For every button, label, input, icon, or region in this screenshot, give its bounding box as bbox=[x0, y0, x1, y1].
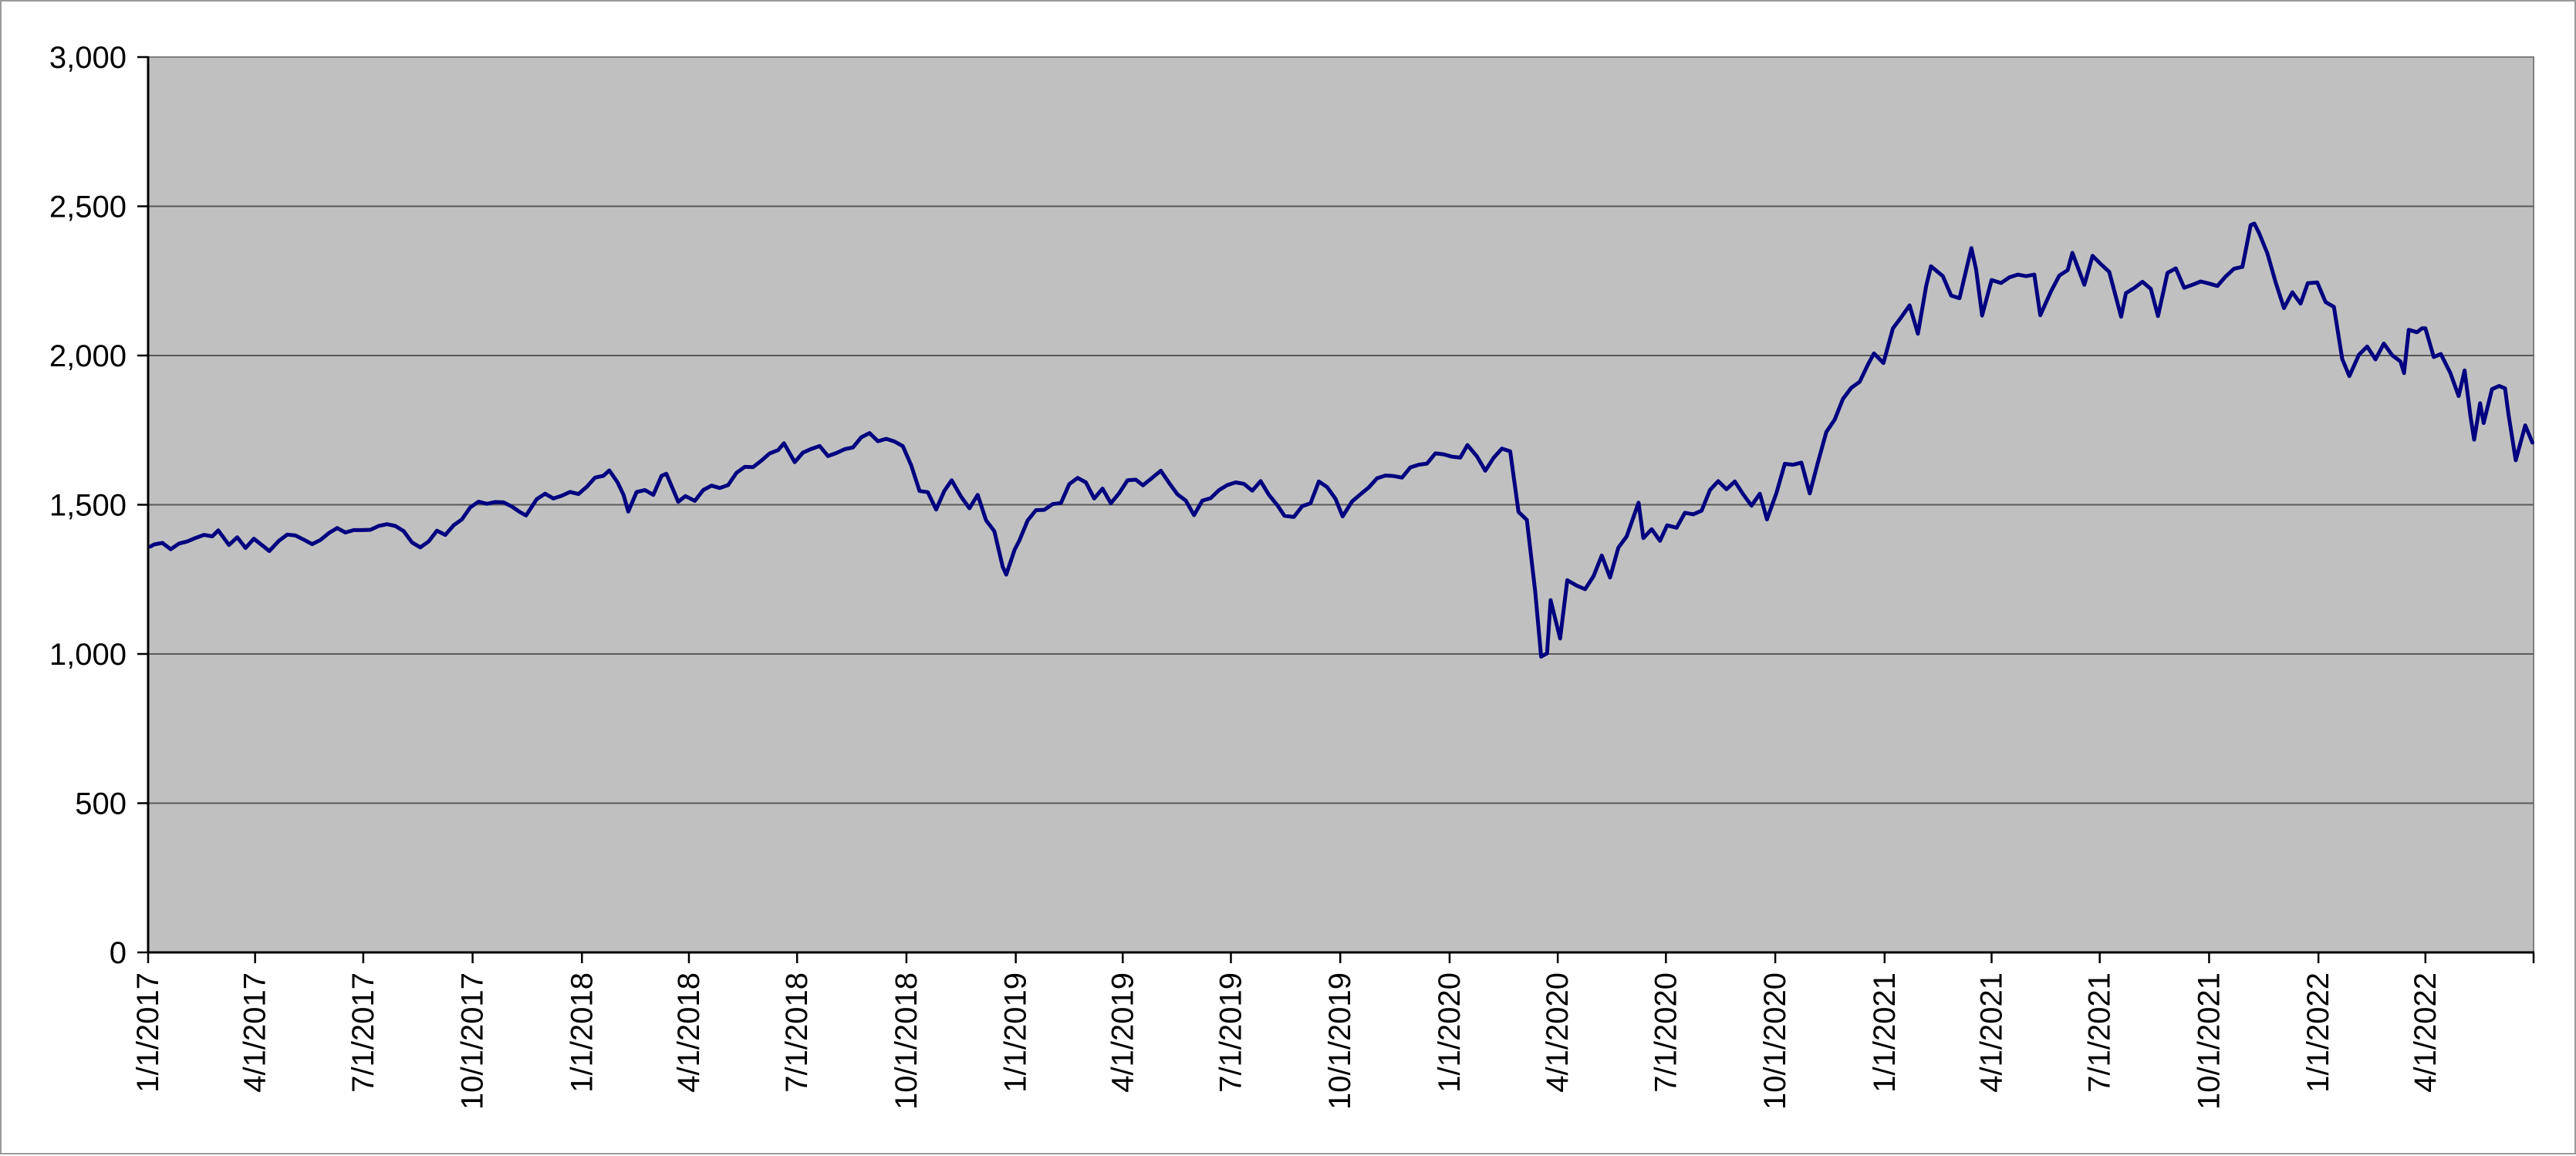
y-axis-tick-label: 2,500 bbox=[49, 190, 127, 224]
x-axis-tick-label: 1/1/2020 bbox=[1433, 972, 1467, 1093]
x-axis-tick-label: 10/1/2017 bbox=[456, 972, 490, 1110]
x-axis-tick-label: 10/1/2021 bbox=[2192, 972, 2226, 1110]
x-axis-tick-label: 7/1/2020 bbox=[1649, 972, 1683, 1093]
x-axis-tick-label: 1/1/2018 bbox=[565, 972, 599, 1093]
x-axis-tick-label: 7/1/2019 bbox=[1214, 972, 1247, 1093]
series-line bbox=[148, 221, 2534, 659]
x-axis-tick-label: 4/1/2022 bbox=[2409, 972, 2443, 1093]
y-axis-tick-label: 1,000 bbox=[49, 638, 127, 672]
y-axis-tick-label: 2,000 bbox=[49, 339, 127, 373]
x-axis-tick-label: 7/1/2021 bbox=[2083, 972, 2117, 1093]
x-axis-tick-label: 1/1/2019 bbox=[999, 972, 1033, 1093]
x-axis-tick-label: 7/1/2018 bbox=[780, 972, 814, 1093]
y-axis-tick-label: 1,500 bbox=[49, 489, 127, 523]
x-axis-tick-label: 4/1/2021 bbox=[1974, 972, 2008, 1093]
x-axis-tick-label: 10/1/2019 bbox=[1323, 972, 1357, 1110]
x-axis-tick-label: 4/1/2020 bbox=[1541, 972, 1575, 1093]
x-axis-tick-label: 1/1/2021 bbox=[1868, 972, 1902, 1093]
x-axis-tick-label: 4/1/2018 bbox=[672, 972, 706, 1093]
x-axis-tick-label: 7/1/2017 bbox=[346, 972, 380, 1093]
y-axis-tick-label: 500 bbox=[75, 787, 127, 821]
x-axis-tick-label: 1/1/2017 bbox=[131, 972, 165, 1093]
x-axis-tick-label: 1/1/2022 bbox=[2301, 972, 2335, 1093]
y-axis-tick-label: 0 bbox=[110, 936, 127, 970]
y-axis-tick-label: 3,000 bbox=[49, 41, 127, 75]
x-axis-tick-label: 4/1/2019 bbox=[1106, 972, 1139, 1093]
x-axis-tick-label: 10/1/2020 bbox=[1758, 972, 1792, 1110]
x-axis-tick-label: 10/1/2018 bbox=[890, 972, 923, 1110]
x-axis-tick-label: 4/1/2017 bbox=[238, 972, 272, 1093]
